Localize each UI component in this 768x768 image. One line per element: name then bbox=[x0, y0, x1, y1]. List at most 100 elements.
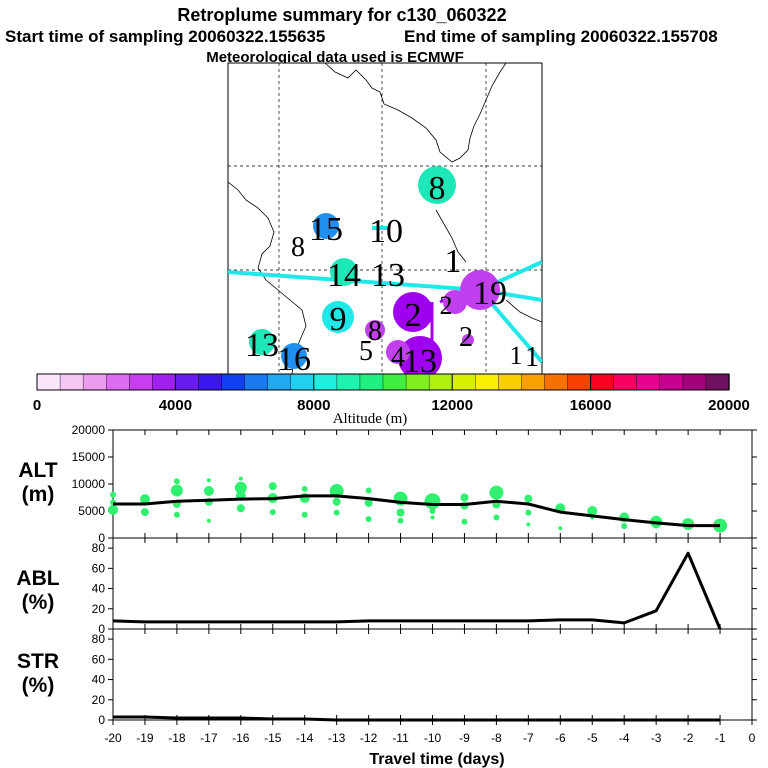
x-tick-label: -15 bbox=[264, 731, 282, 745]
plume-cluster bbox=[249, 329, 275, 355]
day-label: 2 bbox=[440, 291, 453, 320]
colorbar-cell bbox=[244, 373, 269, 391]
x-axis-label: Travel time (days) bbox=[369, 751, 504, 768]
plume-cluster bbox=[393, 292, 433, 332]
colorbar-cell bbox=[475, 373, 500, 391]
day-label: 16 bbox=[277, 341, 311, 378]
altitude-point bbox=[269, 509, 276, 516]
altitude-point bbox=[364, 498, 373, 507]
colorbar-tick-label: 4000 bbox=[159, 397, 192, 414]
figure-title: Retroplume summary for c130_060322 bbox=[177, 5, 506, 25]
x-tick-label: -1 bbox=[715, 731, 726, 745]
series-line bbox=[112, 551, 722, 630]
altitude-point bbox=[397, 517, 404, 524]
altitude-panel: ALT (m) 0 5000 10000 15000 20000 bbox=[18, 423, 757, 545]
altitude-point bbox=[461, 518, 468, 525]
colorbar-cell bbox=[452, 373, 476, 391]
altitude-point bbox=[621, 523, 628, 530]
abl-panel: ABL (%) 0 20 40 60 80 bbox=[16, 537, 757, 636]
colorbar-cell bbox=[705, 373, 730, 391]
altitude-point bbox=[493, 514, 500, 521]
x-tick-label: -9 bbox=[459, 731, 470, 745]
day-label: 10 bbox=[369, 213, 403, 250]
x-tick-label: -13 bbox=[328, 731, 346, 745]
altitude-point bbox=[524, 494, 533, 503]
day-label: 1 bbox=[525, 342, 539, 373]
altitude-point bbox=[460, 493, 469, 502]
x-tick-label: -4 bbox=[619, 731, 630, 745]
plume-circles bbox=[249, 166, 500, 374]
altitude-point bbox=[268, 482, 277, 491]
alt-label: ALT bbox=[18, 459, 57, 482]
x-tick-label: -16 bbox=[232, 731, 250, 745]
colorbar-cell bbox=[521, 373, 546, 391]
y-tick-label: 0 bbox=[98, 713, 105, 727]
day-label: 8 bbox=[368, 316, 382, 347]
colorbar-cell bbox=[590, 373, 615, 391]
trajectory-map: 8 15 10 8 14 13 1 19 9 2 2 8 5 2 1 13 16… bbox=[227, 62, 543, 378]
altitude-point bbox=[365, 487, 372, 494]
altitude-point bbox=[489, 485, 504, 500]
y-tick-label: 20 bbox=[92, 693, 106, 707]
colorbar-cell bbox=[405, 373, 430, 391]
altitude-point bbox=[526, 522, 531, 527]
y-tick-label: 80 bbox=[92, 632, 106, 646]
colorbar-tick-label: 16000 bbox=[570, 397, 612, 414]
abl-panel-frame bbox=[112, 537, 753, 630]
colorbar-cell bbox=[567, 373, 592, 391]
day-label: 13 bbox=[371, 257, 405, 294]
colorbar-cell bbox=[267, 373, 292, 391]
altitude-point bbox=[365, 516, 372, 523]
alt-unit: (m) bbox=[22, 483, 55, 506]
altitude-point bbox=[234, 481, 247, 494]
x-tick-label: -12 bbox=[360, 731, 378, 745]
x-tick-label: -7 bbox=[523, 731, 534, 745]
x-tick-label: -14 bbox=[296, 731, 314, 745]
y-tick-label: 20 bbox=[92, 602, 106, 616]
colorbar-cell bbox=[129, 373, 154, 391]
altitude-point bbox=[424, 493, 441, 510]
x-tick-label: -20 bbox=[104, 731, 122, 745]
day-label: 2 bbox=[459, 322, 473, 353]
plume-cluster bbox=[330, 258, 358, 286]
series-line bbox=[113, 715, 720, 722]
plume-cluster bbox=[313, 213, 339, 239]
plume-cluster bbox=[462, 334, 474, 346]
colorbar-cell bbox=[682, 373, 707, 391]
colorbar-cell bbox=[36, 373, 61, 391]
day-label: 19 bbox=[473, 275, 507, 312]
colorbar-cell bbox=[498, 373, 523, 391]
plume-cluster bbox=[365, 320, 385, 340]
met-data-label: Meteorological data used is ECMWF bbox=[206, 49, 464, 66]
altitude-point bbox=[140, 508, 149, 517]
altitude-point bbox=[429, 508, 436, 514]
colorbar-cell bbox=[175, 373, 200, 391]
colorbar-cell bbox=[544, 373, 569, 391]
x-tick-label: 0 bbox=[749, 731, 756, 745]
plume-cluster bbox=[418, 166, 456, 204]
x-tick-label: -3 bbox=[651, 731, 662, 745]
colorbar-cell bbox=[152, 373, 177, 391]
colorbar-cell bbox=[382, 373, 407, 391]
altitude-point bbox=[558, 526, 563, 531]
plume-cluster bbox=[386, 340, 410, 364]
altitude-point bbox=[238, 476, 243, 481]
altitude-point bbox=[301, 511, 308, 518]
x-tick-label: -18 bbox=[168, 731, 186, 745]
altitude-point bbox=[301, 485, 308, 492]
day-label: 1 bbox=[510, 341, 523, 370]
x-tick-label: -5 bbox=[587, 731, 598, 745]
str-panel-frame bbox=[112, 628, 753, 721]
x-tick-label: -19 bbox=[136, 731, 154, 745]
day-labels: 8 15 10 8 14 13 1 19 9 2 2 8 5 2 1 13 16… bbox=[245, 170, 539, 378]
y-tick-label: 15000 bbox=[72, 450, 106, 464]
plume-cluster bbox=[398, 336, 442, 374]
colorbar-cell bbox=[613, 373, 638, 391]
colorbar-cell bbox=[359, 373, 384, 391]
y-tick-label: 60 bbox=[92, 652, 106, 666]
colorbar-cell bbox=[313, 373, 338, 391]
abl-label: ABL bbox=[16, 567, 59, 590]
colorbar-cell bbox=[636, 373, 661, 391]
altitude-point bbox=[332, 497, 341, 506]
